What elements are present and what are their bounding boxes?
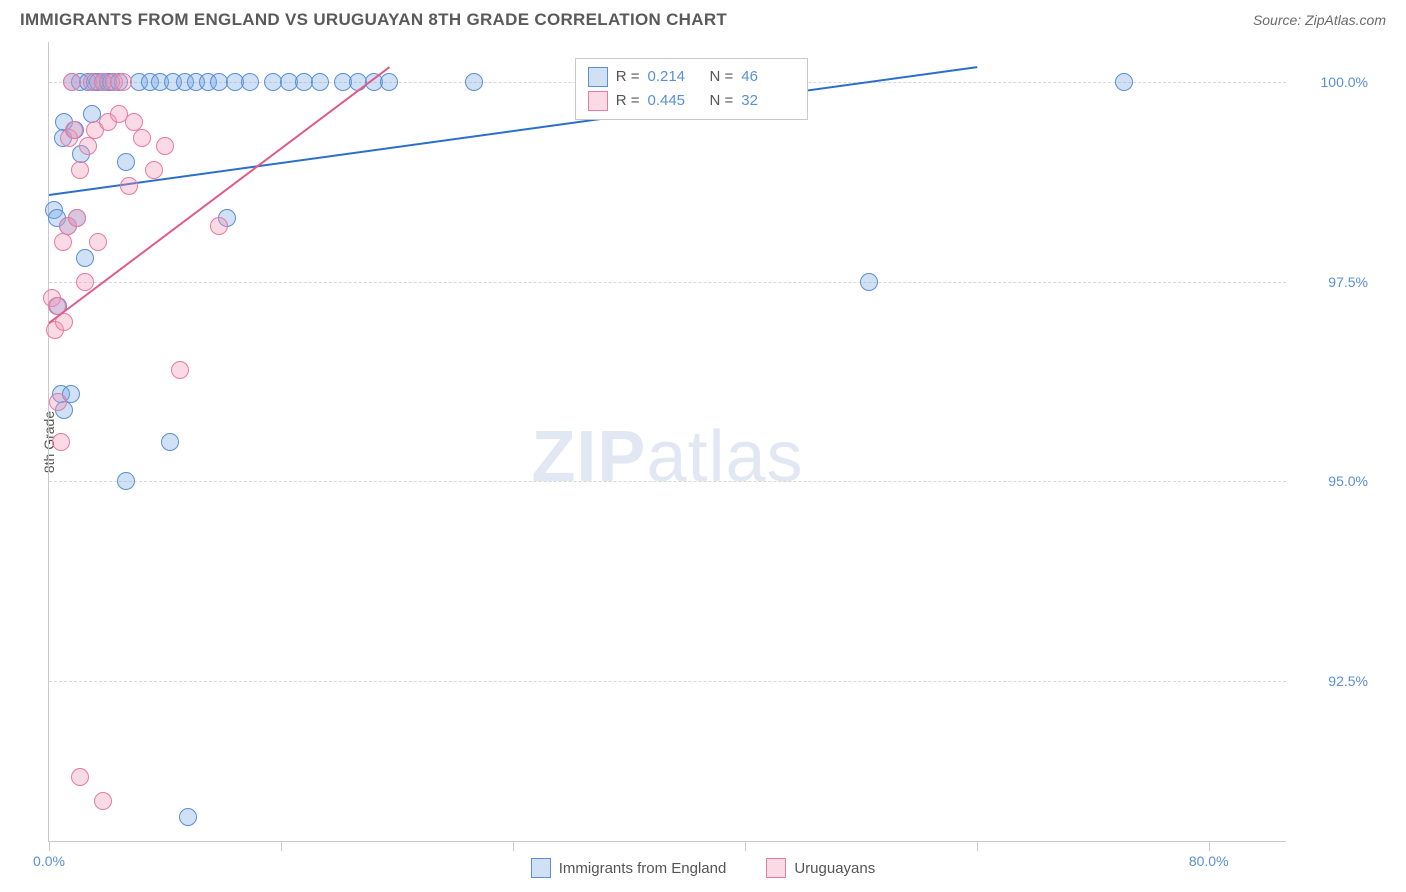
scatter-point [65,121,83,139]
scatter-point [71,161,89,179]
x-tick [49,841,50,851]
chart-area: 8th Grade ZIPatlas 92.5%95.0%97.5%100.0%… [48,42,1386,842]
legend-item-england: Immigrants from England [531,858,727,878]
plot-region: ZIPatlas 92.5%95.0%97.5%100.0%0.0%80.0%R… [48,42,1286,842]
stats-row: R = 0.445 N = 32 [588,89,796,113]
y-tick-label: 97.5% [1328,274,1368,290]
scatter-point [179,808,197,826]
scatter-point [94,792,112,810]
scatter-point [76,273,94,291]
scatter-point [161,433,179,451]
bottom-legend: Immigrants from England Uruguayans [0,858,1406,878]
n-label: N = [709,68,733,85]
y-tick-label: 95.0% [1328,473,1368,489]
scatter-point [76,249,94,267]
x-tick [513,841,514,851]
scatter-point [117,472,135,490]
r-value: 0.445 [647,92,701,109]
scatter-point [1115,73,1133,91]
y-tick-label: 100.0% [1321,74,1368,90]
y-tick-label: 92.5% [1328,673,1368,689]
scatter-point [120,177,138,195]
chart-source: Source: ZipAtlas.com [1253,12,1386,28]
x-tick [977,841,978,851]
scatter-point [114,73,132,91]
watermark: ZIPatlas [531,416,803,498]
r-value: 0.214 [647,68,701,85]
r-label: R = [616,68,640,85]
trend-line [48,66,389,323]
scatter-point [89,233,107,251]
stats-row: R = 0.214 N = 46 [588,65,796,89]
scatter-point [68,209,86,227]
legend-label-england: Immigrants from England [559,860,727,877]
scatter-point [241,73,259,91]
scatter-point [52,433,70,451]
chart-title: IMMIGRANTS FROM ENGLAND VS URUGUAYAN 8TH… [20,10,727,30]
scatter-point [54,233,72,251]
x-tick [281,841,282,851]
scatter-point [71,768,89,786]
scatter-point [79,137,97,155]
legend-item-uruguayans: Uruguayans [766,858,875,878]
gridline [49,282,1286,283]
scatter-point [156,137,174,155]
scatter-point [311,73,329,91]
scatter-point [465,73,483,91]
scatter-point [171,361,189,379]
scatter-point [49,393,67,411]
x-tick [1209,841,1210,851]
stats-legend: R = 0.214 N = 46 R = 0.445 N = 32 [575,58,809,120]
stats-swatch [588,91,608,111]
x-tick [745,841,746,851]
scatter-point [133,129,151,147]
n-value: 32 [741,92,795,109]
chart-header: IMMIGRANTS FROM ENGLAND VS URUGUAYAN 8TH… [0,0,1406,36]
legend-swatch-uruguayans [766,858,786,878]
n-value: 46 [741,68,795,85]
scatter-point [145,161,163,179]
scatter-point [210,217,228,235]
r-label: R = [616,92,640,109]
stats-swatch [588,67,608,87]
gridline [49,481,1286,482]
gridline [49,681,1286,682]
scatter-point [380,73,398,91]
scatter-point [63,73,81,91]
legend-swatch-england [531,858,551,878]
scatter-point [117,153,135,171]
legend-label-uruguayans: Uruguayans [794,860,875,877]
scatter-point [860,273,878,291]
n-label: N = [709,92,733,109]
